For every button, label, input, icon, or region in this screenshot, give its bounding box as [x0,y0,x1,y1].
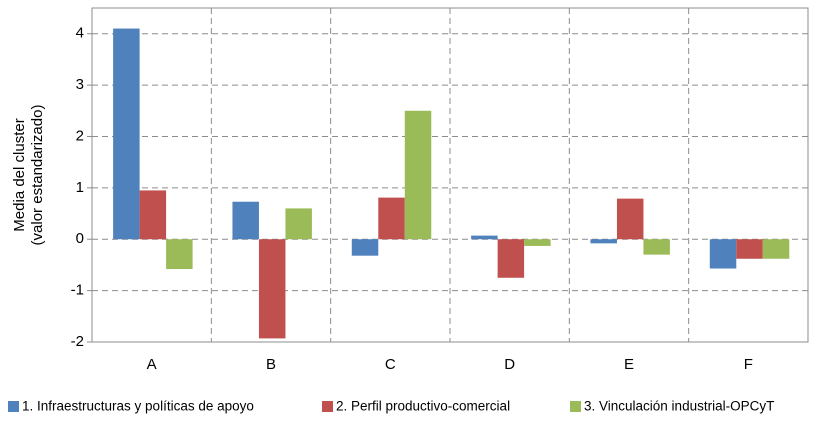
legend-label: 1. Infraestructuras y políticas de apoyo [22,399,254,414]
bar [351,239,379,256]
bar [736,239,763,259]
x-tick-label: C [385,356,396,373]
y-tick-label: -2 [71,333,84,350]
bar [404,110,432,240]
bar [378,197,405,240]
y-tick-label: 0 [76,230,84,247]
y-tick-label: 3 [76,76,84,93]
legend-swatch [8,401,19,412]
x-tick-label: D [504,356,515,373]
y-axis-label: (valor estandarizado) [29,105,46,246]
bar [762,239,790,259]
legend-swatch [322,401,333,412]
plot-border [91,7,809,343]
bar [232,201,259,240]
x-tick-label: A [147,356,157,373]
bar [643,239,670,255]
legend-swatch [570,401,581,412]
y-tick-label: 4 [76,25,84,42]
legend: 1. Infraestructuras y políticas de apoyo… [8,399,774,414]
y-tick-label: 1 [76,179,84,196]
bar [524,239,551,246]
legend-label: 2. Perfil productivo-comercial [336,399,510,414]
bar [497,239,525,278]
bar [258,239,286,339]
bar [285,208,312,240]
x-tick-label: F [744,356,753,373]
bar [709,239,737,269]
x-tick-label: B [266,356,276,373]
bar [113,28,140,240]
bar [590,239,617,244]
y-tick-label: 2 [76,127,84,144]
x-tick-label: E [624,356,634,373]
legend-label: 3. Vinculación industrial-OPCyT [584,399,774,414]
bar [166,239,193,270]
y-tick-label: -1 [71,282,84,299]
bar [616,198,644,240]
bar [471,235,498,240]
y-axis-label: Media del cluster [11,118,28,231]
bar [139,190,167,240]
